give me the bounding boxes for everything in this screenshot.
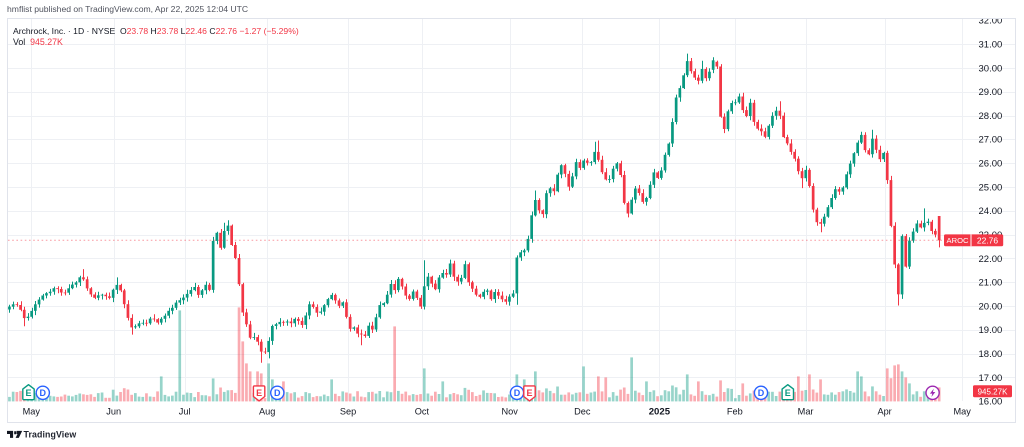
svg-text:TradingView: TradingView [24, 430, 77, 440]
svg-text:21.00: 21.00 [979, 278, 1003, 289]
svg-text:D: D [40, 388, 47, 398]
svg-text:May: May [23, 406, 41, 416]
svg-text:24.00: 24.00 [979, 206, 1003, 217]
svg-text:28.00: 28.00 [979, 111, 1003, 122]
svg-text:D: D [514, 388, 521, 398]
svg-text:22.00: 22.00 [979, 254, 1003, 265]
svg-text:Dec: Dec [574, 406, 591, 416]
svg-text:19.00: 19.00 [979, 325, 1003, 336]
svg-text:AROC: AROC [947, 236, 969, 245]
svg-text:Jun: Jun [106, 406, 121, 416]
svg-text:31.00: 31.00 [979, 40, 1003, 51]
svg-text:Oct: Oct [415, 406, 430, 416]
svg-text:Mar: Mar [798, 406, 814, 416]
svg-text:29.00: 29.00 [979, 87, 1003, 98]
svg-text:26.00: 26.00 [979, 159, 1003, 170]
svg-text:25.00: 25.00 [979, 182, 1003, 193]
svg-text:Feb: Feb [727, 406, 743, 416]
svg-text:E: E [25, 388, 31, 398]
svg-text:Apr: Apr [877, 406, 891, 416]
svg-text:Aug: Aug [259, 406, 275, 416]
svg-text:27.00: 27.00 [979, 135, 1003, 146]
svg-text:Sep: Sep [340, 406, 356, 416]
svg-text:Nov: Nov [502, 406, 519, 416]
svg-text:May: May [954, 406, 972, 416]
svg-text:30.00: 30.00 [979, 63, 1003, 74]
svg-text:20.00: 20.00 [979, 301, 1003, 312]
svg-text:D: D [758, 388, 765, 398]
svg-text:D: D [274, 388, 281, 398]
svg-text:Jul: Jul [179, 406, 191, 416]
svg-text:E: E [785, 388, 791, 398]
svg-text:16.00: 16.00 [979, 397, 1003, 408]
svg-text:32.00: 32.00 [979, 16, 1003, 27]
svg-text:18.00: 18.00 [979, 349, 1003, 360]
svg-text:E: E [526, 388, 532, 398]
svg-text:17.00: 17.00 [979, 373, 1003, 384]
svg-text:22.76: 22.76 [977, 235, 999, 245]
svg-text:E: E [256, 388, 262, 398]
svg-text:945.27K: 945.27K [978, 387, 1008, 396]
svg-text:2025: 2025 [649, 406, 671, 417]
